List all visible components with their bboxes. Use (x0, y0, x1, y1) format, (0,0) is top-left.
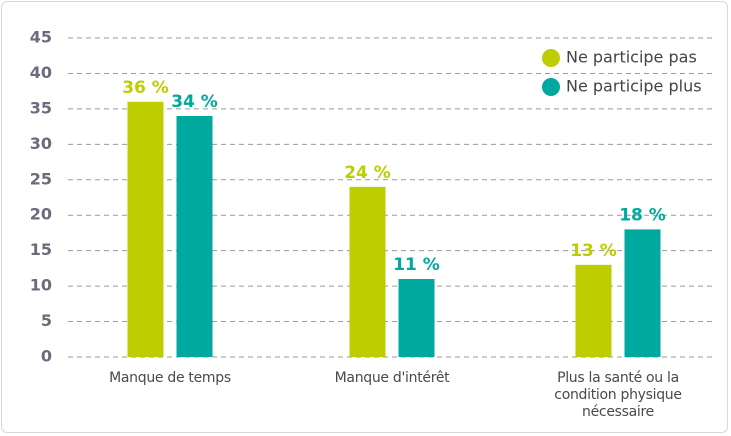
y-tick-label: 40 (30, 63, 52, 82)
legend-marker (542, 78, 560, 96)
y-tick-label: 5 (41, 311, 52, 330)
y-tick-label: 25 (30, 169, 52, 188)
y-tick-label: 45 (30, 28, 52, 47)
bar (398, 279, 435, 357)
value-label: 34 % (171, 92, 218, 112)
legend-label: Ne participe pas (566, 48, 697, 67)
bar (575, 264, 612, 357)
y-tick-label: 30 (30, 134, 52, 153)
bar (127, 101, 164, 357)
legend-marker (542, 49, 560, 67)
value-label: 36 % (122, 78, 169, 98)
x-tick-label: Manque d'intérêt (334, 370, 450, 386)
value-label: 24 % (344, 163, 391, 183)
y-tick-label: 0 (41, 347, 52, 366)
legend-label: Ne participe plus (566, 77, 702, 96)
value-label: 18 % (619, 205, 666, 225)
bar (176, 115, 213, 357)
y-tick-label: 20 (30, 205, 52, 224)
y-tick-label: 15 (30, 240, 52, 259)
x-tick-label: Manque de temps (109, 370, 231, 386)
value-label: 13 % (570, 241, 617, 261)
value-label: 11 % (393, 255, 440, 275)
x-tick-label: Plus la santé ou la condition physique n… (554, 370, 682, 420)
y-tick-label: 10 (30, 276, 52, 295)
y-tick-label: 35 (30, 98, 52, 117)
bar (349, 186, 386, 357)
bar (624, 229, 661, 357)
